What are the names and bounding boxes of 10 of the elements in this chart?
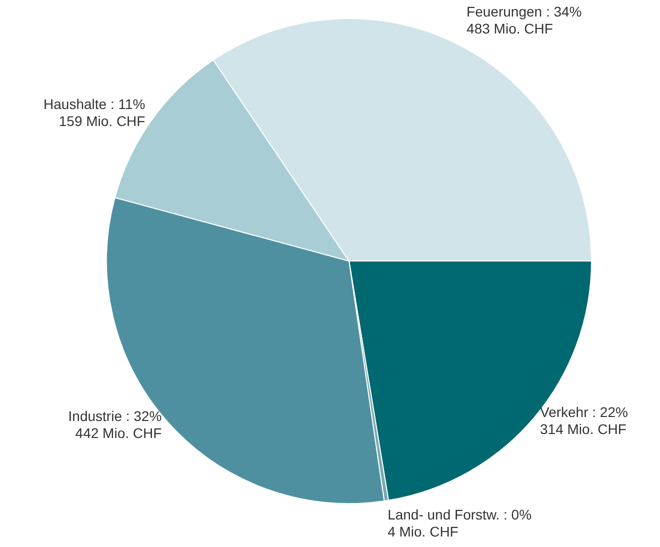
data-label: 483 Mio. CHF xyxy=(466,20,553,37)
data-label: 4 Mio. CHF xyxy=(388,523,458,540)
data-label: 314 Mio. CHF xyxy=(540,420,626,437)
slice-label: Land- und Forstw. : 0% xyxy=(388,506,532,522)
slice-label: Haushalte : 11% xyxy=(44,96,146,112)
data-label: 442 Mio. CHF xyxy=(75,425,162,442)
slice-label: Industrie : 32% xyxy=(68,408,162,424)
slice-label: Verkehr : 22% xyxy=(540,404,628,420)
slice-label: Feuerungen : 34% xyxy=(466,4,582,20)
data-label: 159 Mio. CHF xyxy=(58,113,146,130)
